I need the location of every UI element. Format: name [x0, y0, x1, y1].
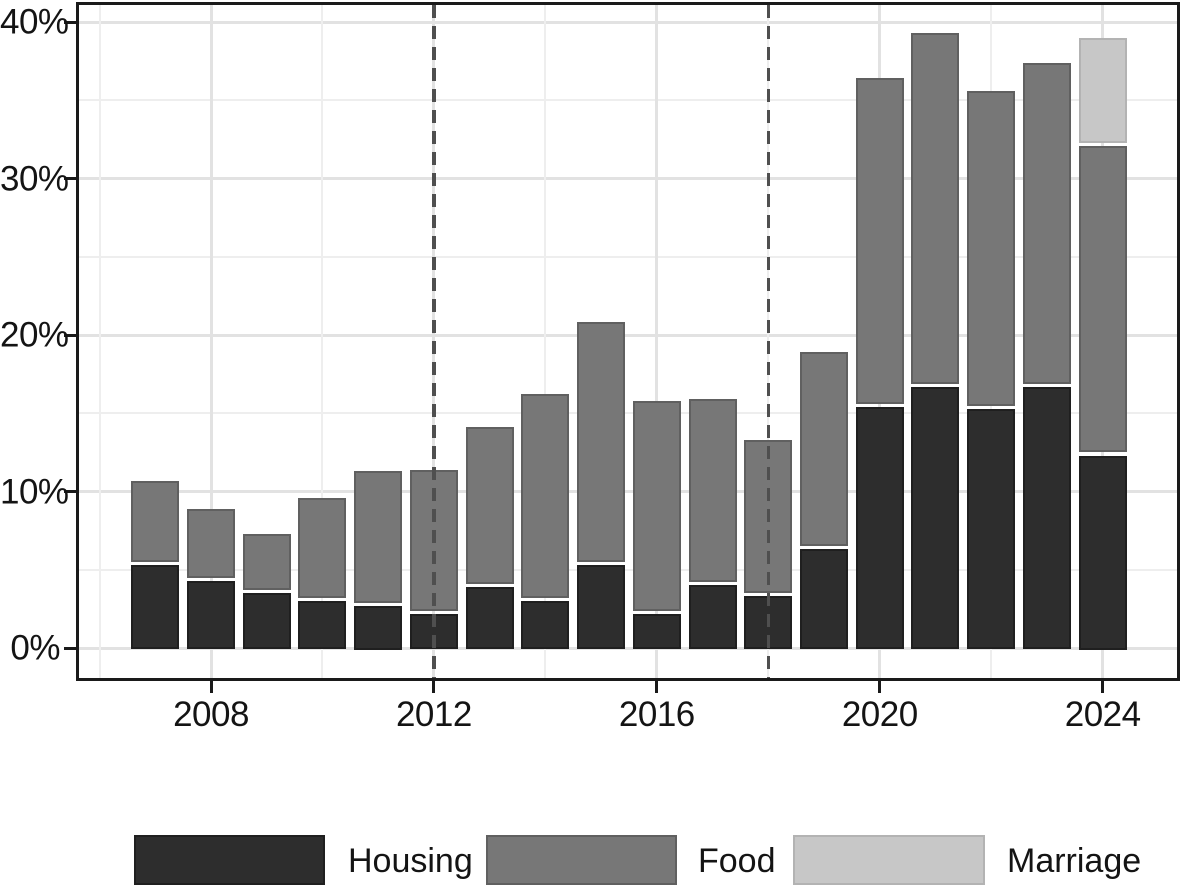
y-tick-40 — [64, 20, 76, 24]
y-tick-30 — [64, 177, 76, 180]
bar-segment-2019-food — [800, 352, 849, 547]
marriage-legend-label: Marriage — [1007, 842, 1142, 880]
bar-segment-2024-food — [1078, 145, 1127, 453]
bar-segment-2014-food — [521, 394, 570, 599]
bar-segment-2024-marriage — [1078, 37, 1127, 143]
plot-panel — [76, 2, 1180, 681]
h-gridline-minor — [79, 255, 1177, 258]
x-tick-2008 — [209, 681, 213, 693]
bar-segment-2021-housing — [911, 386, 960, 650]
bar-segment-2016-food — [632, 400, 681, 611]
housing-legend-swatch — [134, 835, 325, 885]
v-gridline-major — [209, 5, 213, 678]
y-tick-label: 30% — [0, 159, 69, 198]
bar-segment-2011-housing — [354, 605, 403, 650]
h-gridline-major — [79, 333, 1177, 337]
food-legend-label: Food — [698, 842, 776, 880]
x-tick-2012 — [432, 681, 436, 693]
bar-segment-2008-food — [187, 508, 235, 578]
bar-segment-2007-food — [131, 480, 180, 563]
bar-segment-2010-food — [298, 497, 347, 599]
bar-segment-2014-housing — [521, 601, 570, 650]
housing-legend-label: Housing — [348, 842, 473, 880]
x-tick-2024 — [1101, 681, 1105, 693]
bar-segment-2016-housing — [632, 613, 681, 650]
bar-segment-2020-housing — [855, 406, 904, 650]
y-tick-label: 0% — [10, 628, 60, 668]
dashed-vline-2012 — [432, 5, 436, 678]
v-gridline-major — [655, 5, 659, 678]
h-gridline-minor — [79, 99, 1177, 102]
bar-segment-2024-housing — [1078, 455, 1127, 650]
bar-segment-2007-housing — [131, 565, 180, 650]
x-tick-label: 2012 — [395, 695, 472, 734]
bar-segment-2011-food — [354, 471, 403, 603]
y-tick-label: 20% — [0, 315, 69, 355]
h-gridline-major — [79, 490, 1177, 493]
v-gridline-minor — [98, 5, 101, 678]
plot-area — [79, 5, 1177, 678]
y-tick-0 — [64, 646, 76, 650]
bar-segment-2013-housing — [465, 586, 514, 650]
dashed-vline-2018 — [766, 5, 771, 678]
x-tick-label: 2020 — [841, 695, 918, 734]
y-tick-10 — [64, 490, 76, 493]
bar-segment-2008-housing — [187, 580, 235, 650]
x-tick-2020 — [878, 681, 882, 693]
bar-segment-2020-food — [855, 78, 904, 404]
food-legend-swatch — [486, 835, 677, 885]
bar-segment-2017-housing — [688, 585, 737, 650]
x-tick-label: 2024 — [1064, 695, 1141, 734]
y-tick-label: 10% — [0, 472, 69, 511]
v-gridline-minor — [544, 5, 547, 678]
h-gridline-major — [79, 20, 1177, 24]
bar-segment-2022-housing — [967, 408, 1016, 650]
bar-segment-2013-food — [465, 427, 514, 584]
bar-segment-2015-housing — [577, 565, 626, 650]
x-tick-2016 — [655, 681, 659, 693]
h-gridline-major — [79, 646, 1177, 650]
x-tick-label: 2008 — [173, 695, 249, 734]
bar-segment-2023-food — [1022, 62, 1071, 384]
v-gridline-minor — [321, 5, 324, 678]
bar-segment-2010-housing — [298, 601, 347, 650]
bar-segment-2022-food — [967, 90, 1016, 406]
y-tick-20 — [64, 333, 76, 337]
bar-segment-2009-housing — [242, 593, 291, 650]
bar-segment-2009-food — [242, 533, 291, 591]
marriage-legend-swatch — [793, 835, 985, 885]
h-gridline-minor — [79, 568, 1177, 571]
x-tick-label: 2016 — [618, 695, 695, 734]
bar-segment-2023-housing — [1022, 386, 1071, 650]
bar-segment-2019-housing — [800, 549, 849, 650]
bar-segment-2017-food — [688, 399, 737, 583]
bar-segment-2021-food — [911, 32, 960, 384]
y-tick-label: 40% — [0, 2, 69, 42]
h-gridline-minor — [79, 412, 1177, 415]
bar-segment-2015-food — [577, 322, 626, 563]
h-gridline-major — [79, 177, 1177, 180]
